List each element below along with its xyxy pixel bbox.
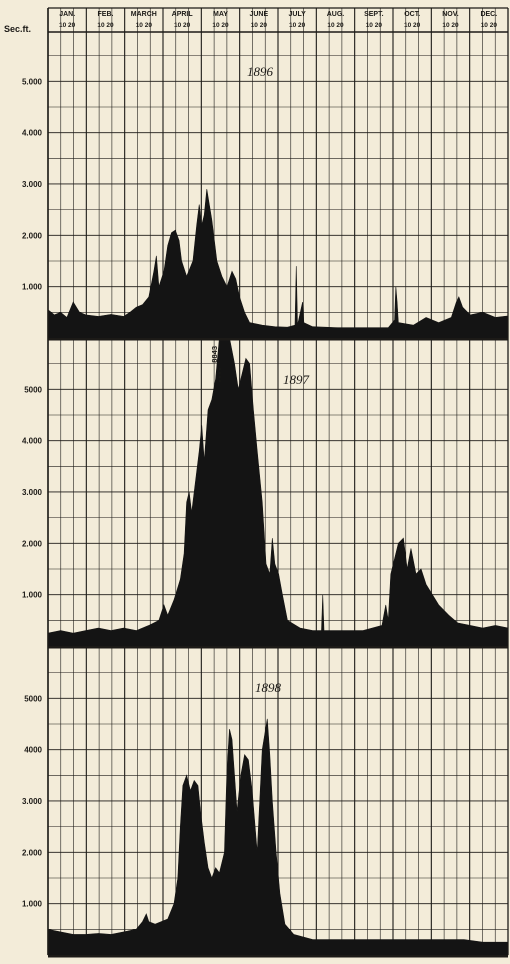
month-label: JAN.	[59, 11, 75, 18]
y-tick-label: 4.000	[22, 437, 43, 446]
month-label: OCT.	[404, 11, 420, 18]
month-label: JUNE	[249, 11, 268, 18]
month-label: JULY	[289, 11, 307, 18]
month-day-ticks: 10 20	[174, 22, 191, 29]
month-label: NOV.	[442, 11, 459, 18]
month-label: SEPT.	[364, 11, 384, 18]
y-tick-label: 1.000	[22, 591, 43, 600]
grid	[47, 8, 509, 955]
y-tick-label: 2.000	[22, 539, 43, 548]
y-tick-label: 3.000	[22, 180, 43, 189]
month-day-ticks: 10 20	[366, 22, 383, 29]
year-label: 1896	[247, 64, 274, 79]
month-label: MAY	[213, 11, 228, 18]
y-tick-label: 1.000	[22, 900, 43, 909]
year-label: 1898	[255, 680, 282, 695]
discharge-area-1897	[47, 337, 509, 647]
month-day-ticks: 10 20	[59, 22, 76, 29]
y-tick-label: 5.000	[22, 77, 43, 86]
chart-frame	[47, 7, 509, 958]
month-day-ticks: 10 20	[136, 22, 153, 29]
month-day-ticks: 10 20	[404, 22, 421, 29]
y-unit-label: Sec.ft.	[4, 24, 31, 34]
discharge-areas	[47, 189, 509, 956]
panel-baseline	[48, 955, 508, 958]
y-tick-label: 1.000	[22, 283, 43, 292]
month-label: MARCH	[131, 11, 157, 18]
y-tick-label: 2.000	[22, 231, 43, 240]
month-day-ticks: 10 20	[327, 22, 344, 29]
y-tick-label: 4.000	[22, 129, 43, 138]
year-label: 1897	[283, 372, 310, 387]
y-tick-label: 4000	[24, 746, 42, 755]
month-day-ticks: 10 20	[251, 22, 268, 29]
panel-baseline	[48, 338, 508, 341]
month-day-ticks: 10 20	[442, 22, 459, 29]
discharge-area-1896	[47, 189, 509, 339]
month-day-ticks: 10 20	[481, 22, 498, 29]
month-label: FEB.	[98, 11, 114, 18]
month-label: DEC.	[480, 11, 497, 18]
y-tick-label: 5000	[24, 385, 42, 394]
y-tick-label: 3.000	[22, 797, 43, 806]
y-tick-label: 3.000	[22, 488, 43, 497]
discharge-area-1898	[47, 718, 509, 956]
chart-labels: Sec.ft. 1.000 2.000 3.000 4.000 5.000 1896 1.00…	[4, 24, 310, 909]
month-day-ticks: 10 20	[289, 22, 306, 29]
y-tick-label: 5000	[24, 694, 42, 703]
panel-baseline	[48, 646, 508, 649]
peak-annotation: 8843	[210, 346, 219, 363]
month-day-ticks: 10 20	[212, 22, 229, 29]
y-tick-label: 2.000	[22, 848, 43, 857]
month-header: JAN. 10 20 FEB. 10 20 MARCH 10 20 APRIL 10 20 MA…	[59, 11, 497, 29]
month-label: AUG.	[327, 11, 345, 18]
month-day-ticks: 10 20	[97, 22, 114, 29]
month-label: APRIL	[172, 11, 194, 18]
